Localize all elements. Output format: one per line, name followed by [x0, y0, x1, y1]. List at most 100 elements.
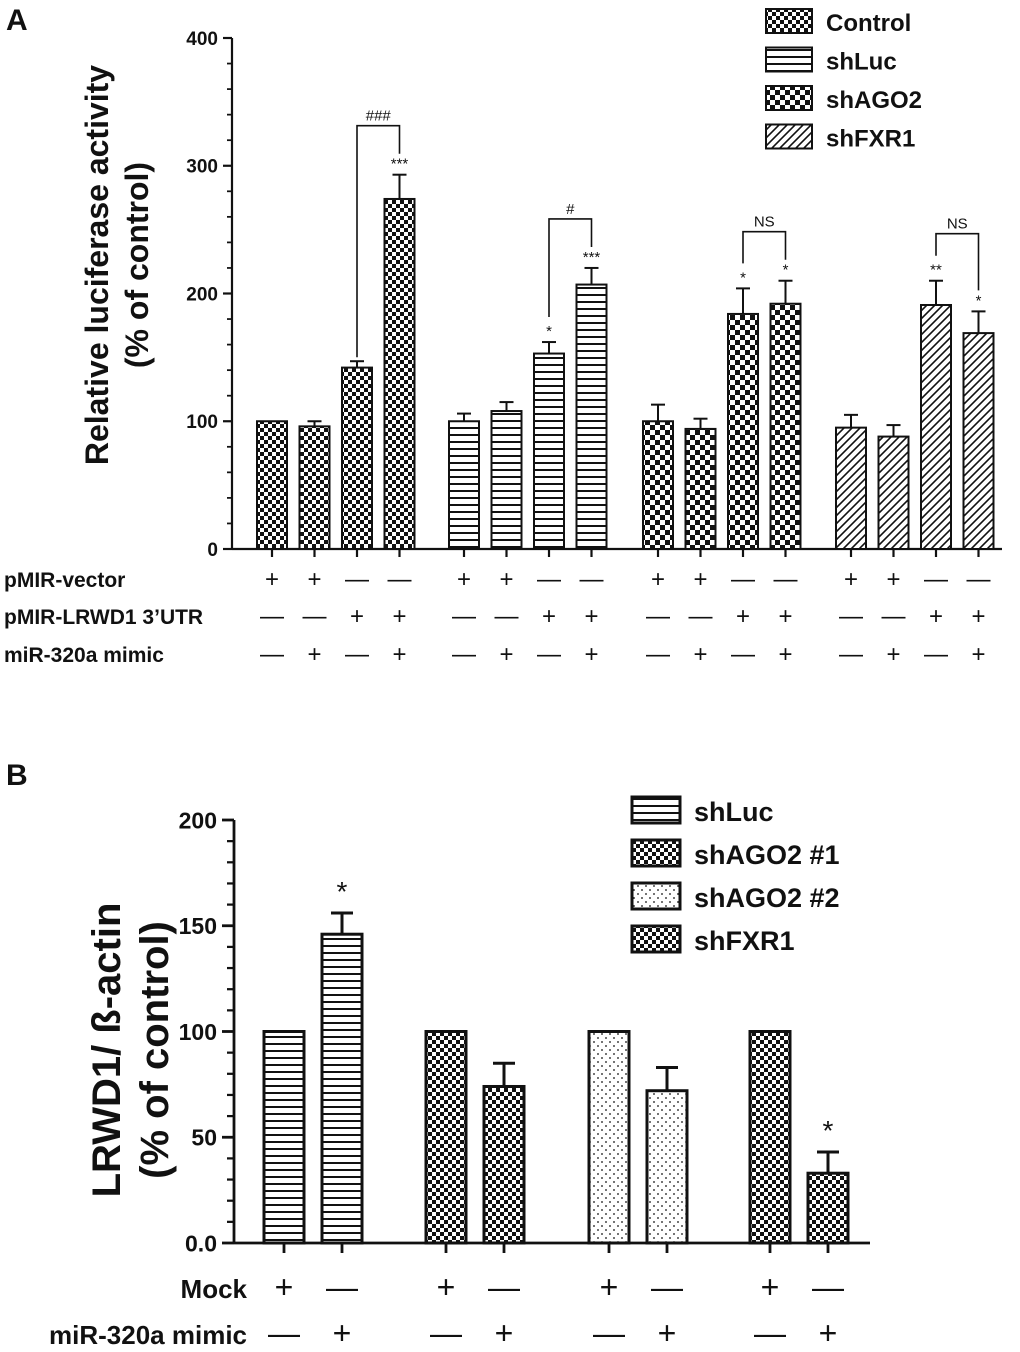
condition-mark: —	[430, 1315, 462, 1351]
bar	[727, 312, 759, 550]
legend-entry: shLuc	[694, 797, 774, 827]
condition-mark: —	[731, 641, 755, 668]
legend-swatch	[630, 795, 682, 825]
comparison-bracket	[548, 218, 593, 318]
condition-mark: +	[307, 566, 321, 593]
legend-entry: Control	[826, 10, 911, 37]
condition-mark: +	[761, 1269, 780, 1305]
bar	[962, 332, 995, 551]
legend-swatch	[630, 881, 682, 911]
condition-mark: —	[345, 641, 369, 668]
condition-mark: +	[819, 1315, 838, 1351]
y-tick-label: 100	[186, 412, 218, 433]
condition-mark: +	[499, 566, 513, 593]
condition-mark: +	[693, 641, 707, 668]
condition-mark: +	[778, 641, 792, 668]
panel-a-label: A	[6, 4, 28, 37]
bar	[748, 1030, 792, 1245]
y-tick-label: 200	[186, 284, 218, 305]
panel-b-ylabel-line2: (% of control)	[133, 921, 177, 1179]
condition-mark: +	[392, 603, 406, 630]
condition-mark: +	[886, 566, 900, 593]
condition-mark: —	[268, 1315, 300, 1351]
condition-row-label: Mock	[181, 1274, 248, 1304]
condition-mark: +	[495, 1315, 514, 1351]
condition-mark: +	[437, 1269, 456, 1305]
condition-mark: +	[651, 566, 665, 593]
bracket-label: ###	[366, 108, 392, 125]
condition-mark: —	[774, 566, 798, 593]
significance-label: *	[783, 262, 789, 279]
legend-swatch	[765, 8, 813, 34]
condition-mark: —	[689, 603, 713, 630]
bracket-label: NS	[947, 216, 968, 233]
bar	[383, 197, 416, 550]
legend-swatch	[765, 123, 813, 150]
condition-mark: —	[260, 603, 284, 630]
condition-mark: +	[886, 641, 900, 668]
condition-mark: +	[265, 566, 279, 593]
panel-a-chart: 0100200300400+——+—+—+—***—+++——+—+*—+—**…	[4, 8, 1002, 668]
bar	[298, 425, 331, 550]
condition-row-label: pMIR-vector	[4, 569, 125, 592]
legend-swatch	[630, 924, 682, 954]
bar	[769, 302, 802, 550]
condition-mark: +	[929, 603, 943, 630]
bar	[645, 1089, 689, 1245]
condition-mark: —	[452, 641, 476, 668]
bar	[877, 435, 910, 550]
condition-mark: +	[542, 603, 556, 630]
condition-mark: —	[345, 566, 369, 593]
condition-mark: +	[584, 603, 598, 630]
condition-mark: —	[646, 641, 670, 668]
condition-mark: —	[326, 1269, 358, 1305]
condition-mark: —	[388, 566, 412, 593]
y-tick-label: 150	[179, 913, 217, 939]
bar	[835, 426, 867, 551]
condition-row-label: miR-320a mimic	[49, 1320, 247, 1350]
y-tick-label: 50	[191, 1125, 217, 1151]
condition-mark: +	[350, 603, 364, 630]
legend-entry: shAGO2	[826, 87, 922, 114]
bracket-label: #	[566, 201, 575, 218]
legend-swatch	[765, 46, 813, 73]
panel-b-label: B	[6, 759, 28, 792]
y-tick-label: 100	[179, 1019, 217, 1045]
significance-label: *	[337, 876, 348, 907]
condition-mark: +	[584, 641, 598, 668]
bar	[341, 366, 373, 550]
legend-entry: shAGO2 #1	[694, 840, 840, 870]
condition-mark: +	[307, 641, 321, 668]
comparison-bracket	[742, 230, 787, 264]
condition-mark: +	[693, 566, 707, 593]
y-tick-label: 200	[179, 807, 217, 833]
y-tick-label: 0	[207, 540, 218, 561]
y-tick-label: 0.0	[185, 1230, 217, 1256]
condition-mark: —	[646, 603, 670, 630]
bar	[533, 352, 565, 551]
significance-label: **	[930, 262, 942, 279]
y-tick-label: 300	[186, 157, 218, 178]
legend-entry: shAGO2 #2	[694, 883, 840, 913]
bar	[448, 420, 480, 550]
condition-mark: —	[593, 1315, 625, 1351]
condition-mark: +	[658, 1315, 677, 1351]
bar	[920, 303, 952, 550]
bar	[262, 1030, 306, 1245]
bar	[684, 427, 717, 551]
condition-mark: +	[333, 1315, 352, 1351]
condition-row-label: pMIR-LRWD1 3’UTR	[4, 606, 203, 629]
significance-label: *	[546, 323, 552, 340]
condition-mark: —	[651, 1269, 683, 1305]
condition-mark: —	[495, 603, 519, 630]
condition-mark: +	[499, 641, 513, 668]
condition-mark: +	[457, 566, 471, 593]
bar	[575, 283, 608, 550]
comparison-bracket	[356, 124, 401, 358]
legend-entry: shLuc	[826, 49, 897, 76]
panel-b-chart: 0.0 50 100 150 200 + — * — + + — — + + — — + + — * — + Mock miR-…	[49, 795, 870, 1351]
condition-mark: —	[537, 641, 561, 668]
bracket-label: NS	[754, 214, 775, 231]
condition-mark: —	[882, 603, 906, 630]
